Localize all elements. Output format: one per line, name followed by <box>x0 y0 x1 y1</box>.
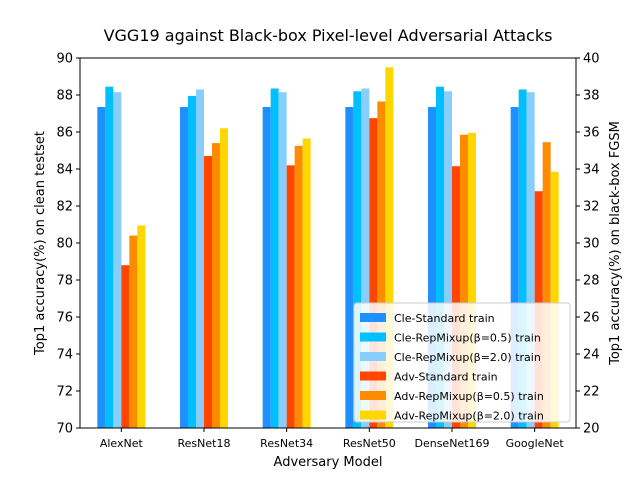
bar <box>180 107 188 429</box>
y-tick-label-left: 70 <box>56 422 73 437</box>
y-tick-label-right: 38 <box>583 89 600 104</box>
legend-label: Adv-Standard train <box>394 371 498 384</box>
y-axis-label-left: Top1 accuracy(%) on clean testset <box>33 131 48 356</box>
y-tick-label-right: 20 <box>583 422 600 437</box>
y-tick-label-right: 26 <box>583 311 600 326</box>
bar <box>510 107 519 429</box>
bar <box>353 91 362 429</box>
legend-swatch <box>360 410 386 420</box>
y-tick-label-right: 34 <box>583 163 600 178</box>
bar <box>452 166 460 428</box>
bar <box>270 88 279 429</box>
bar <box>468 132 476 429</box>
bar <box>286 165 295 429</box>
bar <box>105 86 114 429</box>
y-tick-label-right: 22 <box>583 385 600 400</box>
bar <box>361 88 370 429</box>
legend-swatch <box>360 391 386 400</box>
bar <box>113 92 122 428</box>
bar <box>436 86 444 429</box>
x-axis-label: Adversary Model <box>274 455 383 470</box>
legend-box <box>353 302 571 423</box>
y-tick-label-left: 78 <box>56 274 73 289</box>
bar <box>196 89 204 428</box>
x-tick-label: ResNet34 <box>260 437 313 450</box>
y-tick-label-right: 40 <box>583 52 600 67</box>
legend-label: Cle-RepMixup(β=2.0) train <box>394 351 541 364</box>
y-axis-label-right: Top1 accuracy(%) on black-box FGSM <box>608 121 623 366</box>
x-tick-label: DenseNet169 <box>414 437 489 450</box>
y-tick-label-right: 32 <box>583 200 600 215</box>
bar <box>550 171 559 428</box>
bar <box>294 145 303 428</box>
bar <box>460 134 468 428</box>
y-tick-label-left: 72 <box>56 385 73 400</box>
legend-swatch <box>360 371 386 381</box>
x-tick-label: ResNet18 <box>178 437 231 450</box>
legend-label: Cle-Standard train <box>394 312 495 325</box>
legend-swatch <box>360 332 386 342</box>
x-tick-label: GoogleNet <box>506 437 565 450</box>
bar <box>121 265 130 428</box>
bar <box>188 95 196 429</box>
bar <box>137 225 146 428</box>
y-tick-label-left: 82 <box>56 200 73 215</box>
y-tick-label-left: 86 <box>56 126 73 141</box>
bar <box>385 67 394 428</box>
bar <box>220 128 228 429</box>
bar <box>444 91 452 429</box>
legend-swatch <box>360 313 386 322</box>
bar <box>204 156 212 429</box>
bar <box>262 107 271 429</box>
bar <box>526 92 535 428</box>
bar <box>518 89 527 428</box>
y-tick-label-right: 36 <box>583 126 600 141</box>
y-tick-label-right: 24 <box>583 348 600 363</box>
x-tick-label: ResNet50 <box>343 437 396 450</box>
bar <box>345 107 354 429</box>
legend-label: Adv-RepMixup(β=2.0) train <box>394 410 544 423</box>
bar <box>369 118 378 428</box>
y-tick-label-right: 30 <box>583 237 600 252</box>
x-axis: AlexNet ResNet18 ResNet34 ResNet50 DenseNet1… <box>100 428 565 450</box>
bar <box>212 143 220 428</box>
chart-title: VGG19 against Black-box Pixel-level Adve… <box>104 26 553 45</box>
right-axis: 20 22 24 26 28 30 32 34 36 38 40 <box>576 52 600 437</box>
left-axis: 70 72 74 76 78 80 82 84 86 88 90 <box>56 52 80 437</box>
bar <box>542 142 551 429</box>
y-tick-label-right: 28 <box>583 274 600 289</box>
bar <box>97 107 106 429</box>
y-tick-label-left: 76 <box>56 311 73 326</box>
legend-label: Cle-RepMixup(β=0.5) train <box>394 332 541 345</box>
legend-swatch <box>360 352 386 361</box>
y-tick-label-left: 80 <box>56 237 73 252</box>
bar <box>129 235 138 428</box>
legend: Cle-Standard train Cle-RepMixup(β=0.5) tr… <box>353 302 571 423</box>
bar <box>377 101 386 428</box>
bar <box>278 92 287 428</box>
bar <box>428 107 436 429</box>
x-tick-label: AlexNet <box>100 437 144 450</box>
y-tick-label-left: 74 <box>56 348 73 363</box>
y-tick-label-left: 90 <box>56 52 73 67</box>
bar <box>302 138 311 428</box>
legend-label: Adv-RepMixup(β=0.5) train <box>394 390 544 403</box>
y-tick-label-left: 84 <box>56 163 73 178</box>
bars-group <box>97 67 559 429</box>
y-tick-label-left: 88 <box>56 89 73 104</box>
